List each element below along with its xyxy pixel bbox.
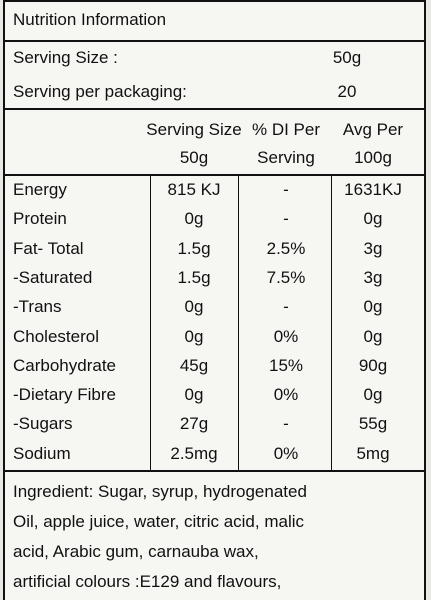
column-line xyxy=(331,176,332,470)
serving-value: 50g xyxy=(332,48,362,67)
nutrient-name: -Dietary Fibre xyxy=(13,385,116,405)
ingredients-line: artificial colours :E129 and flavours, xyxy=(13,572,282,591)
nutrient-value: 1631KJ xyxy=(344,180,402,199)
nutrient-value: 2.5mg xyxy=(170,443,218,463)
nutrient-value: 0g xyxy=(363,326,383,346)
nutrient-value: 0g xyxy=(184,326,204,346)
column-header: Avg Per xyxy=(342,120,404,139)
nutrient-name: Sodium xyxy=(13,443,71,463)
nutrient-value: 1.5g xyxy=(177,238,211,258)
column-line xyxy=(150,176,151,470)
nutrient-value: 2.5% xyxy=(266,238,306,258)
nutrient-name: Cholesterol xyxy=(13,326,99,346)
nutrient-value: 27g xyxy=(179,414,209,434)
ingredients-line: Oil, apple juice, water, citric acid, ma… xyxy=(13,512,304,531)
serving-label: Serving per packaging: xyxy=(13,82,187,101)
nutrient-name: Carbohydrate xyxy=(13,355,117,375)
nutrient-value: 0g xyxy=(363,297,383,317)
ingredients-line: Ingredient: Sugar, syrup, hydrogenated xyxy=(13,482,307,501)
column-header: Serving Size xyxy=(146,120,242,139)
nutrient-name: -Trans xyxy=(13,297,62,317)
nutrient-value: - xyxy=(283,414,289,434)
column-header: Serving xyxy=(257,148,315,167)
ingredients-line: acid, Arabic gum, carnauba wax, xyxy=(13,542,259,561)
nutrient-value: 0% xyxy=(273,443,299,463)
nutrient-value: 1.5g xyxy=(177,267,211,287)
column-header: % DI Per xyxy=(251,120,321,139)
divider xyxy=(5,108,424,110)
nutrient-name: Protein xyxy=(13,209,67,229)
serving-label: Serving Size : xyxy=(13,48,118,67)
nutrient-value: 0g xyxy=(184,209,204,229)
nutrient-value: 90g xyxy=(358,355,388,375)
nutrient-value: 7.5% xyxy=(266,267,306,287)
nutrient-name: Energy xyxy=(13,180,67,199)
column-line xyxy=(238,176,239,470)
nutrient-value: 0g xyxy=(184,297,204,317)
divider xyxy=(5,174,424,176)
nutrition-label: Nutrition Information Serving Size : 50g S… xyxy=(3,0,426,600)
column-header: 100g xyxy=(354,148,392,167)
nutrient-name: -Saturated xyxy=(13,267,93,287)
nutrient-value: 815 KJ xyxy=(167,180,221,199)
nutrient-value: - xyxy=(283,209,289,229)
nutrient-name: -Sugars xyxy=(13,414,73,434)
nutrient-name: Fat- Total xyxy=(13,238,84,258)
column-header: 50g xyxy=(179,148,209,167)
nutrient-value: 0g xyxy=(184,385,204,405)
divider xyxy=(5,470,424,472)
nutrient-value: 0g xyxy=(363,209,383,229)
nutrient-value: - xyxy=(283,297,289,317)
nutrient-value: 3g xyxy=(363,267,383,287)
nutrient-value: 0g xyxy=(363,385,383,405)
nutrient-value: 15% xyxy=(268,355,304,375)
serving-value: 20 xyxy=(337,82,357,101)
nutrient-value: 45g xyxy=(179,355,209,375)
nutrient-value: - xyxy=(283,180,289,199)
divider xyxy=(5,40,424,42)
title: Nutrition Information xyxy=(13,10,167,29)
nutrient-value: 3g xyxy=(363,238,383,258)
nutrient-value: 0% xyxy=(273,326,299,346)
nutrient-value: 5mg xyxy=(356,443,390,463)
nutrient-value: 0% xyxy=(273,385,299,405)
nutrient-value: 55g xyxy=(358,414,388,434)
